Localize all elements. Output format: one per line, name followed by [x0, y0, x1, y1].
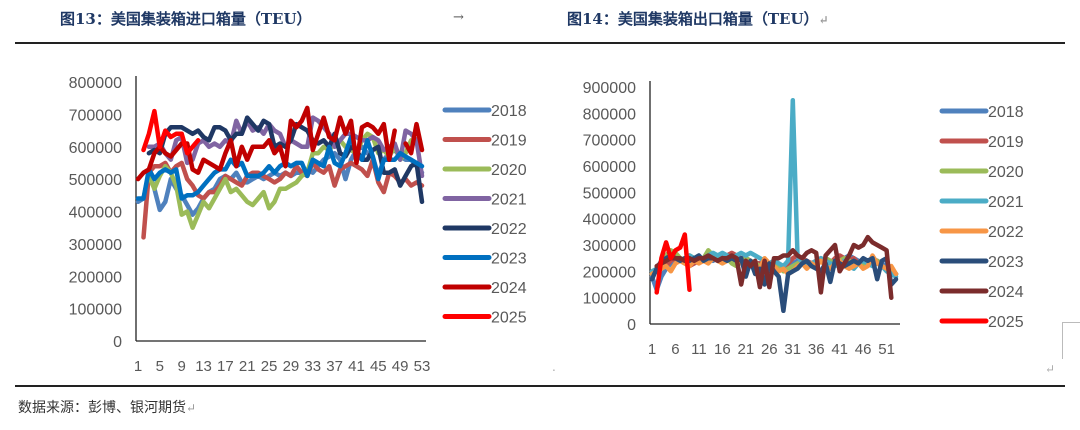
legend-label: 2021	[491, 192, 527, 209]
x-tick-label: 45	[370, 358, 387, 375]
x-tick-label: 29	[283, 358, 300, 375]
x-tick-label: 51	[878, 341, 895, 358]
legend-label: 2020	[491, 162, 527, 179]
x-tick-label: 36	[808, 341, 825, 358]
y-tick-label: 0	[113, 334, 122, 351]
legend-item-2025: 2025	[442, 310, 527, 327]
x-tick-label: 53	[414, 358, 431, 375]
legend-label: 2018	[491, 103, 527, 120]
right-chart-title-text: 图14：美国集装箱出口箱量（TEU）	[567, 10, 819, 28]
x-tick-label: 33	[304, 358, 321, 375]
legend-label: 2025	[491, 310, 527, 327]
x-tick-label: 31	[784, 341, 801, 358]
x-tick-label: 17	[217, 358, 234, 375]
bottom-divider	[15, 385, 1065, 387]
y-tick-label: 700000	[583, 133, 636, 150]
x-tick-label: 21	[239, 358, 256, 375]
x-tick-label: 1	[134, 358, 142, 375]
legend-item-2023: 2023	[442, 251, 527, 268]
legend-label: 2024	[491, 280, 527, 297]
y-tick-label: 100000	[69, 302, 122, 319]
y-tick-label: 300000	[583, 238, 636, 255]
x-tick-label: 41	[348, 358, 365, 375]
y-tick-label: 600000	[583, 159, 636, 176]
series-line-2025	[654, 232, 692, 295]
y-tick-label: 800000	[583, 106, 636, 123]
x-tick-label: 6	[671, 341, 679, 358]
x-tick-label: 16	[714, 341, 731, 358]
legend-label: 2019	[988, 134, 1024, 151]
x-tick-label: 11	[691, 341, 707, 358]
y-tick-label: 0	[627, 317, 636, 334]
y-tick-label: 500000	[583, 185, 636, 202]
legend-item-2022: 2022	[442, 221, 527, 238]
legend-label: 2024	[988, 284, 1024, 301]
legend-item-2019: 2019	[939, 134, 1024, 151]
x-tick-label: 37	[326, 358, 343, 375]
legend-label: 2020	[988, 164, 1024, 181]
x-tick-label: 26	[761, 341, 778, 358]
legend-label: 2023	[491, 251, 527, 268]
y-tick-label: 600000	[69, 140, 122, 157]
return-mark-icon: ↵	[818, 13, 829, 27]
legend-label: 2025	[988, 314, 1024, 331]
y-tick-label: 700000	[69, 107, 122, 124]
x-tick-label: 1	[648, 341, 656, 358]
y-tick-label: 400000	[583, 212, 636, 229]
top-divider	[15, 42, 1065, 44]
legend-item-2018: 2018	[442, 103, 527, 120]
left-chart-title: 图13：美国集装箱进口箱量（TEU）	[60, 10, 312, 28]
legend-label: 2021	[988, 194, 1024, 211]
legend-label: 2019	[491, 133, 527, 150]
legend-label: 2018	[988, 104, 1024, 121]
x-tick-label: 13	[195, 358, 212, 375]
x-tick-label: 25	[261, 358, 278, 375]
import-volume-chart: 0 100000 200000 300000 400000 500000 600000 700…	[69, 75, 527, 375]
legend-item-2020: 2020	[442, 162, 527, 179]
right-chart-title: 图14：美国集装箱出口箱量（TEU）↵	[567, 8, 829, 29]
y-tick-label: 500000	[69, 172, 122, 189]
legend-item-2018: 2018	[939, 104, 1024, 121]
series-line-2022	[146, 115, 425, 205]
y-tick-label: 100000	[583, 291, 636, 308]
data-source: 数据来源：彭博、银河期货↵	[18, 397, 196, 417]
export-volume-chart: 0 100000 200000 300000 400000 500000 600000 700…	[583, 80, 1024, 358]
x-tick-label: 9	[178, 358, 186, 375]
x-tick-label: 5	[156, 358, 164, 375]
y-tick-label: 200000	[69, 269, 122, 286]
y-tick-label: 300000	[69, 237, 122, 254]
legend-item-2020: 2020	[939, 164, 1024, 181]
y-tick-label: 200000	[583, 264, 636, 281]
legend-item-2023: 2023	[939, 254, 1024, 271]
legend-label: 2022	[988, 224, 1024, 241]
x-tick-label: 21	[738, 341, 755, 358]
legend-item-2025: 2025	[939, 314, 1024, 331]
series-line-2025	[141, 108, 201, 156]
legend-label: 2023	[988, 254, 1024, 271]
legend-item-2021: 2021	[939, 194, 1024, 211]
return-mark-icon: ↵	[186, 401, 197, 415]
legend-label: 2022	[491, 221, 527, 238]
series-line-2024	[135, 105, 425, 182]
x-tick-label: 46	[855, 341, 872, 358]
y-tick-label: 800000	[69, 75, 122, 92]
series-line-2021	[649, 97, 899, 279]
dot-mark: .	[552, 360, 556, 374]
series-line-2024	[654, 234, 894, 300]
arrow-icon: →	[453, 10, 464, 25]
series-line-2023	[135, 134, 425, 201]
x-tick-label: 49	[392, 358, 409, 375]
x-tick-label: 41	[831, 341, 848, 358]
data-source-text: 数据来源：彭博、银河期货	[18, 400, 186, 416]
legend-item-2022: 2022	[939, 224, 1024, 241]
legend-item-2021: 2021	[442, 192, 527, 209]
legend-item-2019: 2019	[442, 133, 527, 150]
legend-item-2024: 2024	[442, 280, 527, 297]
y-tick-label: 900000	[583, 80, 636, 97]
page-return-icon: ↵	[1045, 362, 1056, 376]
legend-item-2024: 2024	[939, 284, 1024, 301]
text-box-corner	[1062, 322, 1080, 359]
y-tick-label: 400000	[69, 205, 122, 222]
